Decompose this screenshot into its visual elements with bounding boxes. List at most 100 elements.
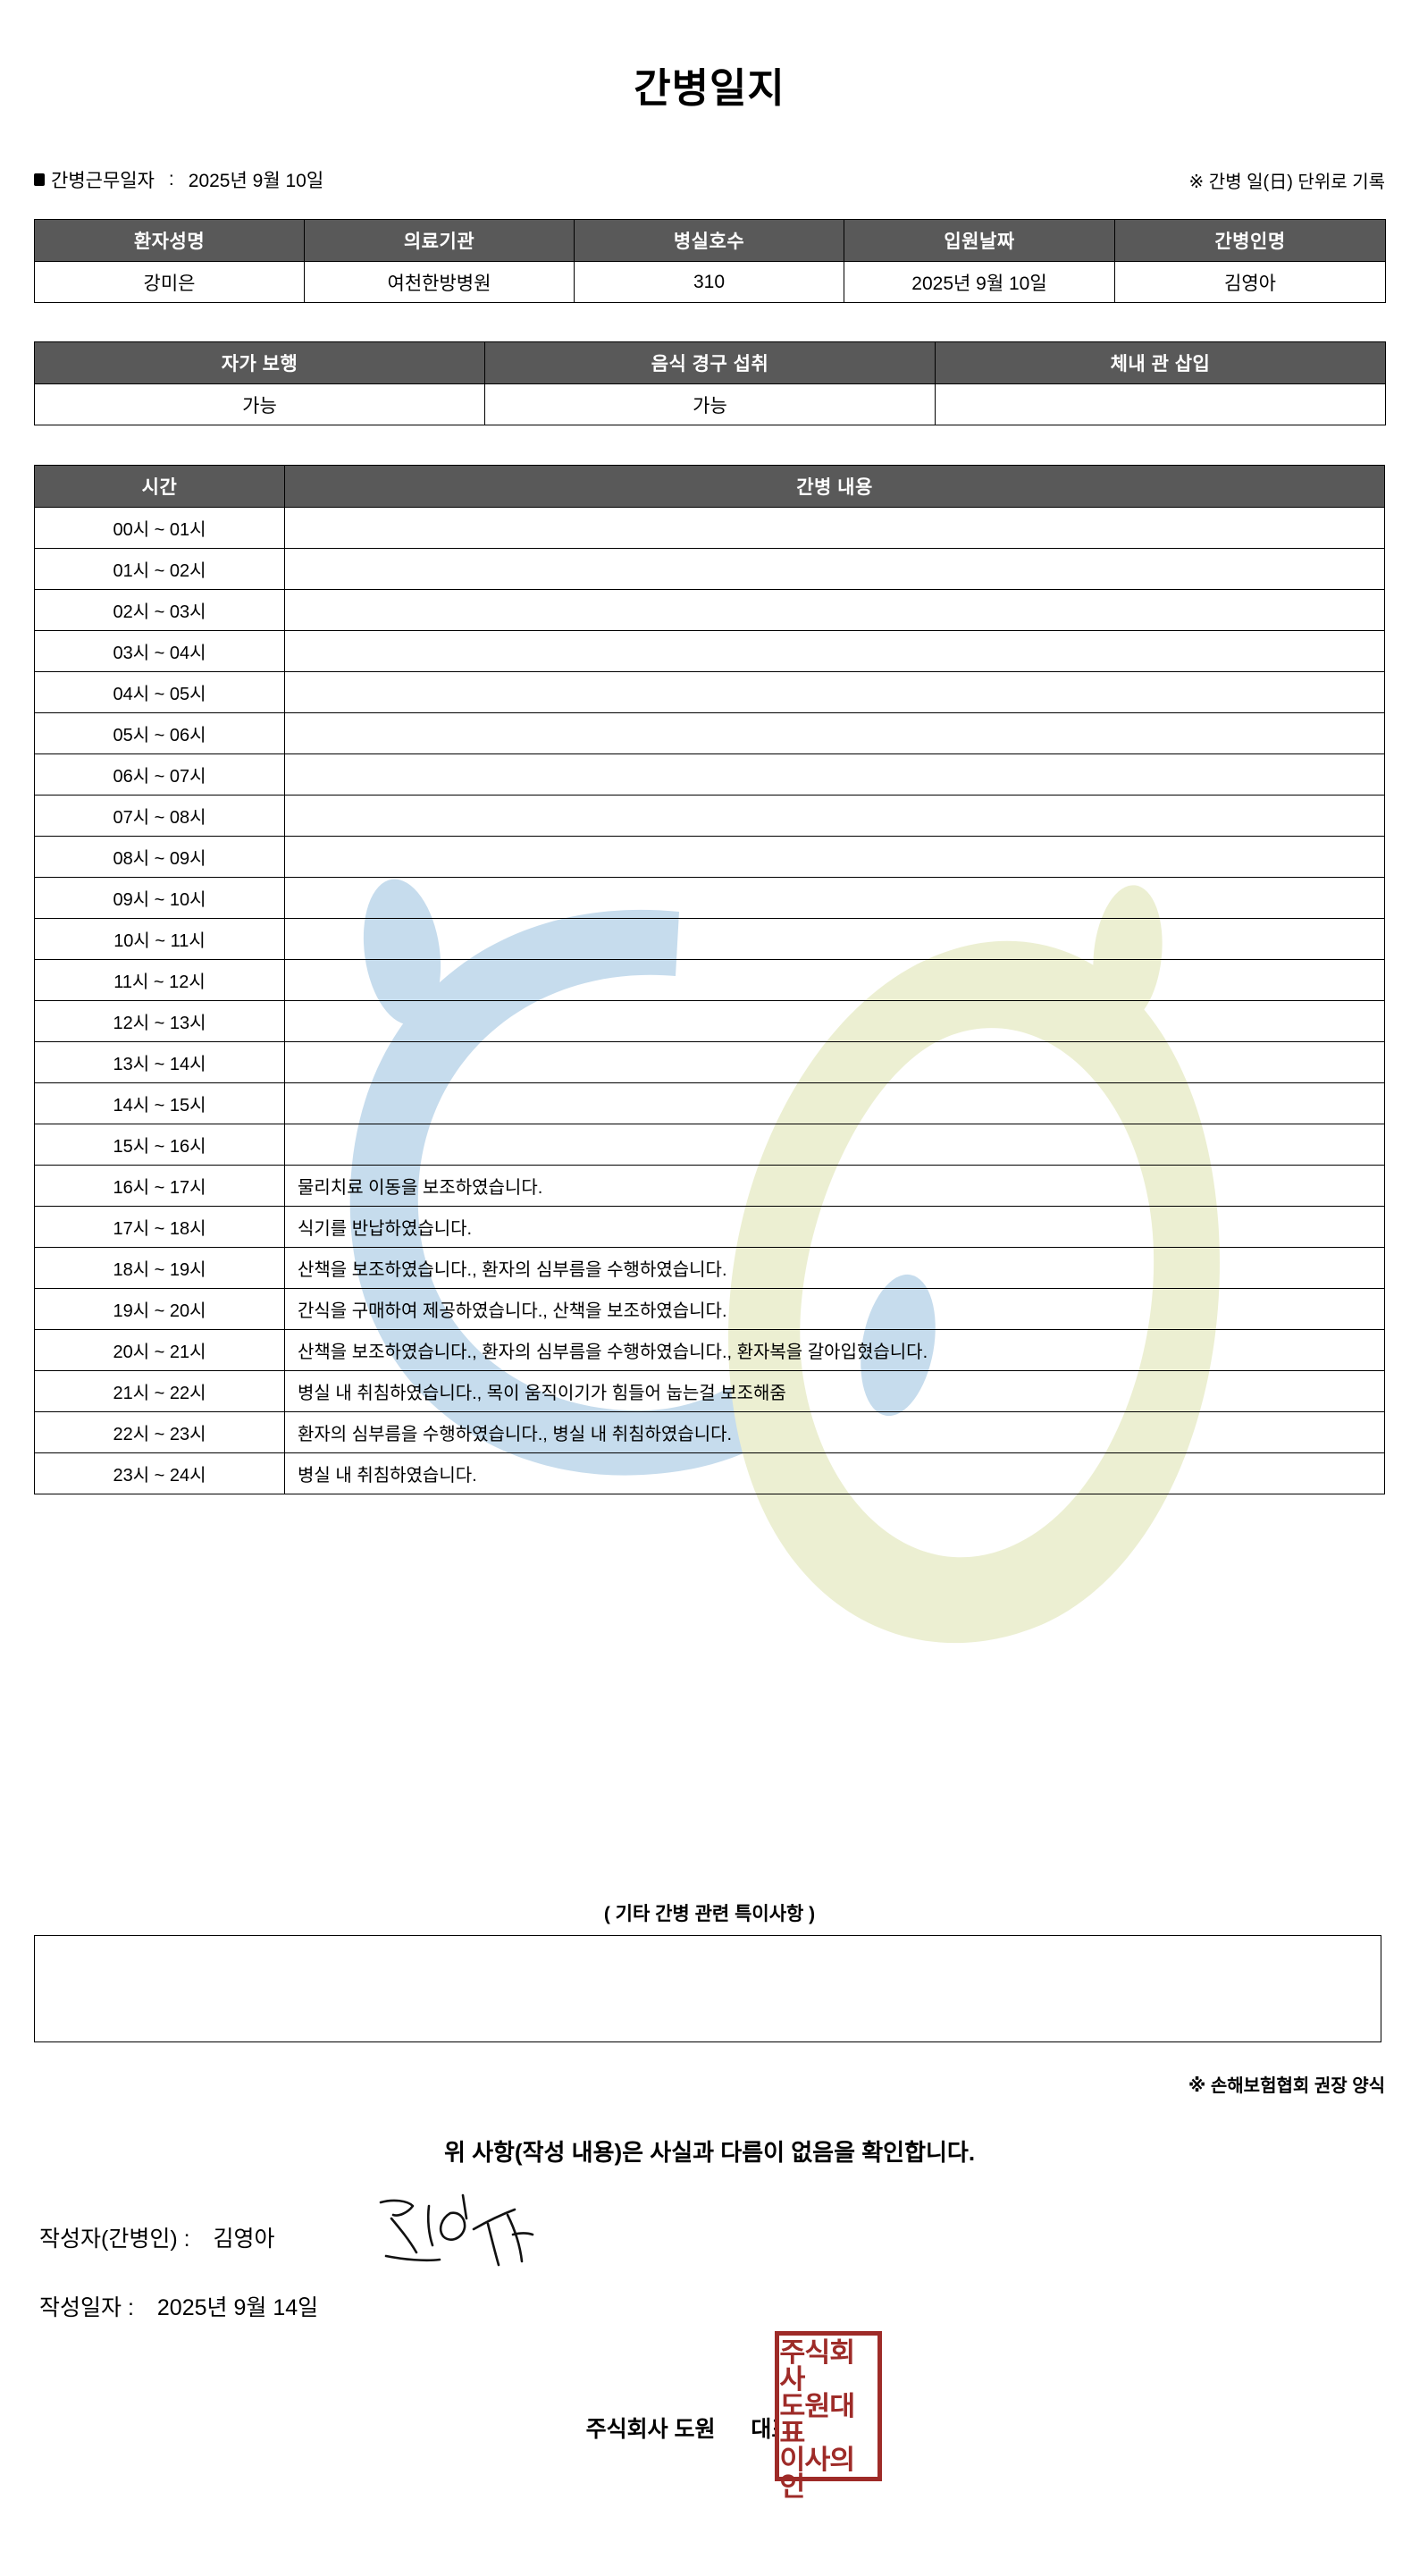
value-patient-name: 강미은 — [34, 261, 305, 303]
value-internal-tube — [935, 383, 1386, 425]
care-content-cell[interactable]: 환자의 심부름을 수행하였습니다., 병실 내 취침하였습니다. — [284, 1411, 1385, 1453]
table-row: 19시 ~ 20시 간식을 구매하여 제공하였습니다., 산책을 보조하였습니다. — [34, 1288, 1385, 1330]
time-cell: 09시 ~ 10시 — [34, 877, 285, 919]
care-content-cell[interactable] — [284, 712, 1385, 754]
table-row: 01시 ~ 02시 — [34, 548, 1385, 590]
table-row: 13시 ~ 14시 — [34, 1041, 1385, 1083]
table-row: 00시 ~ 01시 — [34, 507, 1385, 549]
value-caregiver-name: 김영아 — [1114, 261, 1386, 303]
written-date-value: 2025년 9월 14일 — [156, 2295, 319, 2320]
care-content-cell[interactable] — [284, 671, 1385, 713]
care-content-cell[interactable] — [284, 630, 1385, 672]
time-cell: 14시 ~ 15시 — [34, 1082, 285, 1124]
time-cell: 15시 ~ 16시 — [34, 1124, 285, 1166]
time-cell: 23시 ~ 24시 — [34, 1452, 285, 1494]
table-row: 11시 ~ 12시 — [34, 959, 1385, 1001]
writer-label: 작성자(간병인) : — [39, 2227, 190, 2252]
value-admission-date: 2025년 9월 10일 — [844, 261, 1115, 303]
care-content-cell[interactable]: 간식을 구매하여 제공하였습니다., 산책을 보조하였습니다. — [284, 1288, 1385, 1330]
care-content-cell[interactable] — [284, 1082, 1385, 1124]
time-cell: 19시 ~ 20시 — [34, 1288, 285, 1330]
remarks-box[interactable] — [34, 1935, 1381, 2042]
header-time: 시간 — [34, 465, 285, 508]
care-content-cell[interactable] — [284, 1041, 1385, 1083]
time-cell: 08시 ~ 09시 — [34, 836, 285, 878]
care-content-cell[interactable] — [284, 753, 1385, 796]
care-content-cell[interactable]: 산책을 보조하였습니다., 환자의 심부름을 수행하였습니다., 환자복을 갈아… — [284, 1329, 1385, 1371]
writer-line: 작성자(간병인) : 김영아 — [39, 2221, 275, 2253]
time-cell: 20시 ~ 21시 — [34, 1329, 285, 1371]
care-content-cell[interactable] — [284, 836, 1385, 878]
confirmation-statement: 위 사항(작성 내용)은 사실과 다름이 없음을 확인합니다. — [443, 2139, 976, 2166]
patient-info-table-wrapper: 환자성명 의료기관 병실호수 입원날짜 간병인명 강미은 여천한방병원 310 … — [34, 219, 1386, 303]
care-content-cell[interactable]: 병실 내 취침하였습니다., 목이 움직이기가 힘들어 눕는걸 보조해줌 — [284, 1370, 1385, 1412]
table-row: 21시 ~ 22시 병실 내 취침하였습니다., 목이 움직이기가 힘들어 눕는걸… — [34, 1370, 1385, 1412]
hourly-log-table: 시간 간병 내용 00시 ~ 01시 01시 ~ 02시 02시 ~ 03시 03시 … — [34, 465, 1385, 1494]
table-row: 16시 ~ 17시 물리치료 이동을 보조하였습니다. — [34, 1165, 1385, 1207]
care-content-cell[interactable] — [284, 548, 1385, 590]
written-date-label: 작성일자 : — [39, 2295, 134, 2320]
time-cell: 06시 ~ 07시 — [34, 753, 285, 796]
meta-row: 간병근무일자 : 2025년 9월 10일 ※ 간병 일(日) 단위로 기록 — [34, 166, 1385, 197]
table-row: 17시 ~ 18시 식기를 반납하였습니다. — [34, 1206, 1385, 1248]
care-content-cell[interactable] — [284, 877, 1385, 919]
ability-table-wrapper: 자가 보행 음식 경구 섭취 체내 관 삽입 가능 가능 — [34, 341, 1386, 425]
remarks-caption: ( 기타 간병 관련 특이사항 ) — [603, 1904, 816, 1924]
written-date-line: 작성일자 : 2025년 9월 14일 — [39, 2290, 318, 2322]
table-row: 20시 ~ 21시 산책을 보조하였습니다., 환자의 심부름을 수행하였습니다.… — [34, 1329, 1385, 1371]
page-title: 간병일지 — [634, 65, 785, 111]
seal-line-3: 이사의인 — [779, 2445, 855, 2503]
table-row: 04시 ~ 05시 — [34, 671, 1385, 713]
time-cell: 07시 ~ 08시 — [34, 795, 285, 837]
time-cell: 17시 ~ 18시 — [34, 1206, 285, 1248]
table-row: 14시 ~ 15시 — [34, 1082, 1385, 1124]
time-cell: 02시 ~ 03시 — [34, 589, 285, 631]
care-content-cell[interactable] — [284, 589, 1385, 631]
care-content-cell[interactable] — [284, 1000, 1385, 1042]
time-cell: 11시 ~ 12시 — [34, 959, 285, 1001]
form-source-note: ※ 손해보험협회 권장 양식 — [1188, 2076, 1385, 2096]
unit-note: ※ 간병 일(日) 단위로 기록 — [1188, 173, 1385, 192]
work-date-line: 간병근무일자 : 2025년 9월 10일 — [34, 166, 323, 193]
table-row: 10시 ~ 11시 — [34, 918, 1385, 960]
care-content-cell[interactable] — [284, 1124, 1385, 1166]
header-care-content: 간병 내용 — [284, 465, 1385, 508]
hourly-log-body: 00시 ~ 01시 01시 ~ 02시 02시 ~ 03시 03시 ~ 04시 04시 … — [34, 507, 1385, 1494]
time-cell: 22시 ~ 23시 — [34, 1411, 285, 1453]
care-content-cell[interactable] — [284, 918, 1385, 960]
work-date-value: 2025년 9월 10일 — [188, 171, 324, 191]
care-content-cell[interactable]: 병실 내 취침하였습니다. — [284, 1452, 1385, 1494]
time-cell: 18시 ~ 19시 — [34, 1247, 285, 1289]
care-content-cell[interactable] — [284, 795, 1385, 837]
header-admission-date: 입원날짜 — [844, 219, 1115, 262]
header-self-ambulation: 자가 보행 — [34, 341, 485, 384]
value-self-ambulation: 가능 — [34, 383, 485, 425]
table-row: 23시 ~ 24시 병실 내 취침하였습니다. — [34, 1452, 1385, 1494]
time-cell: 21시 ~ 22시 — [34, 1370, 285, 1412]
patient-info-header-row: 환자성명 의료기관 병실호수 입원날짜 간병인명 — [34, 219, 1386, 262]
header-patient-name: 환자성명 — [34, 219, 305, 262]
time-cell: 05시 ~ 06시 — [34, 712, 285, 754]
care-content-cell[interactable] — [284, 959, 1385, 1001]
company-name: 주식회사 도원 — [585, 2417, 716, 2442]
time-cell: 16시 ~ 17시 — [34, 1165, 285, 1207]
table-row: 15시 ~ 16시 — [34, 1124, 1385, 1166]
log-header-row: 시간 간병 내용 — [34, 465, 1385, 508]
care-content-cell[interactable]: 식기를 반납하였습니다. — [284, 1206, 1385, 1248]
time-cell: 12시 ~ 13시 — [34, 1000, 285, 1042]
time-cell: 13시 ~ 14시 — [34, 1041, 285, 1083]
bullet-square-icon — [34, 173, 45, 186]
header-room-number: 병실호수 — [574, 219, 844, 262]
time-cell: 01시 ~ 02시 — [34, 548, 285, 590]
table-row: 12시 ~ 13시 — [34, 1000, 1385, 1042]
care-content-cell[interactable] — [284, 507, 1385, 549]
value-room-number: 310 — [574, 261, 844, 303]
table-row: 07시 ~ 08시 — [34, 795, 1385, 837]
table-row: 18시 ~ 19시 산책을 보조하였습니다., 환자의 심부름을 수행하였습니다. — [34, 1247, 1385, 1289]
care-content-cell[interactable]: 산책을 보조하였습니다., 환자의 심부름을 수행하였습니다. — [284, 1247, 1385, 1289]
table-row: 22시 ~ 23시 환자의 심부름을 수행하였습니다., 병실 내 취침하였습니다… — [34, 1411, 1385, 1453]
care-content-cell[interactable]: 물리치료 이동을 보조하였습니다. — [284, 1165, 1385, 1207]
ability-table: 자가 보행 음식 경구 섭취 체내 관 삽입 가능 가능 — [34, 341, 1386, 425]
patient-info-value-row: 강미은 여천한방병원 310 2025년 9월 10일 김영아 — [34, 261, 1386, 303]
